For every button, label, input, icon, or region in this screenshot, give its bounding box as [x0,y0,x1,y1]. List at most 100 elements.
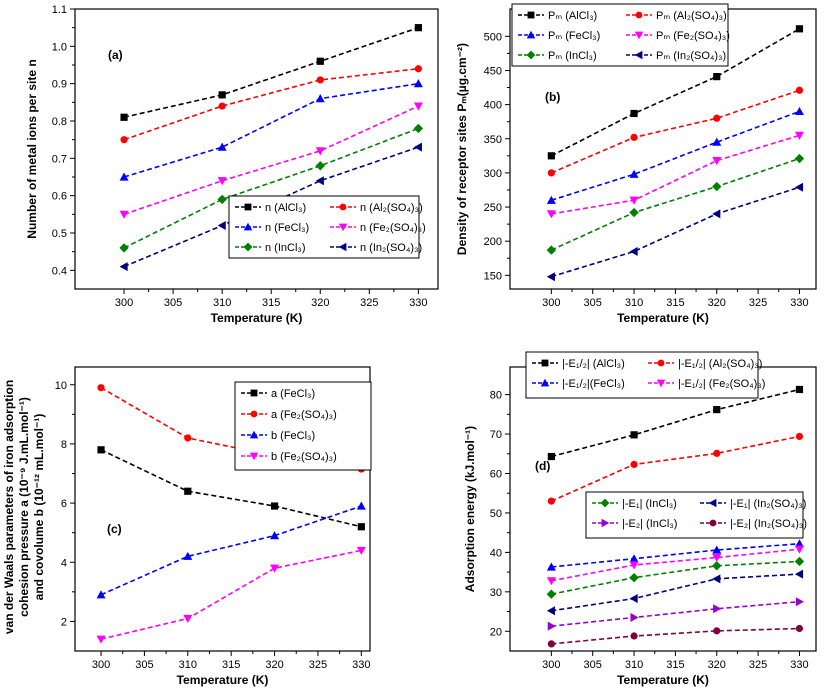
data-point [713,73,721,81]
x-tick-label: 330 [409,297,427,309]
data-point [794,556,805,567]
y-tick-label: 0.8 [52,116,67,128]
legend-box [511,3,729,67]
data-point [316,76,324,84]
data-point [119,243,129,253]
data-point [546,562,556,571]
panel-label: (d) [535,459,550,473]
x-tick-label: 315 [666,297,684,309]
data-point [629,572,639,583]
series-line [123,127,419,249]
x-tick-label: 300 [92,659,110,671]
x-tick-label: 325 [360,297,378,309]
series-line [551,110,800,201]
y-tick-label: 300 [484,168,502,180]
x-tick-label: 315 [666,659,684,671]
series-line [551,548,800,582]
x-tick-label: 305 [164,297,182,309]
data-point [119,262,128,272]
y-axis-label: Adsorption energy (kJ.mol⁻¹) [463,426,477,592]
y-tick-label: 350 [484,134,502,146]
legend-label: |-E₁/₂|(FeCl₃) [562,378,625,390]
data-point [547,640,555,648]
series-line [551,573,800,612]
panel-label: (c) [107,522,122,536]
y-tick-label: 8 [61,439,67,451]
data-point [218,102,226,110]
data-point [218,91,226,99]
data-point [712,181,722,192]
data-point [795,597,804,607]
data-point [794,182,804,192]
series-line [551,186,800,278]
data-point [713,604,722,614]
legend-label: |-E₁/₂| (AlCl₃) [562,358,625,370]
data-point [413,123,424,134]
panel-label: (a) [108,48,123,62]
data-point [712,574,721,584]
legend-marker [526,30,536,39]
data-point [629,169,639,178]
data-point [183,551,193,560]
x-tick-label: 330 [790,297,808,309]
series-line [551,435,800,502]
series-line [123,67,419,141]
data-point [629,554,639,563]
legend-label: |-E₂| (InCl₃) [622,518,677,530]
x-tick-label: 300 [542,297,560,309]
data-point [217,177,227,186]
data-point [795,86,804,94]
x-tick-label: 310 [179,659,197,671]
series-line [551,627,800,645]
data-point [315,161,325,171]
y-tick-label: 150 [484,270,502,282]
data-point [184,434,192,442]
data-point [795,624,804,633]
legend-marker [338,242,347,252]
data-point [547,497,555,505]
chart-panel-b: 300 305 310 315 320 325 330 150 200 250 300 350 400 4… [455,3,817,325]
legend-label: Pₘ (Al₂(SO₄)₃) [656,10,727,22]
legend-label: n (AlCl₃) [265,202,306,214]
data-point [630,109,638,118]
x-tick-label: 325 [749,297,767,309]
legend-label: a (FeCl₃) [271,388,315,400]
data-point [357,523,365,531]
data-point [713,449,721,457]
legend-label: n (Al₂(SO₄)₃) [360,202,423,214]
y-tick-label: 200 [484,236,502,248]
legend-marker [600,498,610,508]
data-point [630,632,638,640]
y-tick-label: 0.9 [52,79,67,91]
legend-label: |-E₂| (In₂(SO₄)₃) [730,518,807,530]
legend-marker [250,389,258,397]
y-tick-label: 30 [490,587,502,599]
data-point [217,142,227,151]
chart-panel-a: 300 305 310 315 320 325 330 0.4 0.5 0.6 0.7 0.8 0.9 1… [25,4,439,325]
series-line [551,157,800,251]
y-tick-label: 6 [61,498,67,510]
legend-label: n (InCl₃) [265,242,306,254]
y-tick-label: 70 [490,429,502,441]
x-tick-label: 320 [708,659,726,671]
y-tick-label: 10 [55,380,67,392]
legend-label: |-E₁| (InCl₃) [622,498,677,510]
legend-marker [657,359,665,367]
legend-marker [541,359,549,367]
data-point [629,196,639,205]
legend-label: Pₘ (In₂(SO₄)₃) [656,50,726,62]
legend-label: n (Fe₂(SO₄)₃) [360,222,426,234]
y-axis-label: and covolume b (10⁻¹² mL.mol⁻¹) [32,414,46,601]
legend-marker [709,519,717,527]
data-point [547,621,556,631]
x-tick-label: 325 [309,659,327,671]
data-point [546,195,556,204]
data-point [414,24,422,32]
legend-marker [249,430,259,439]
x-tick-label: 315 [222,659,240,671]
data-point [217,221,226,231]
x-tick-label: 320 [311,297,329,309]
x-tick-label: 320 [708,297,726,309]
y-axis-label: van der Waals parameters of iron adsorpt… [2,380,16,634]
plot-frame [74,8,439,290]
